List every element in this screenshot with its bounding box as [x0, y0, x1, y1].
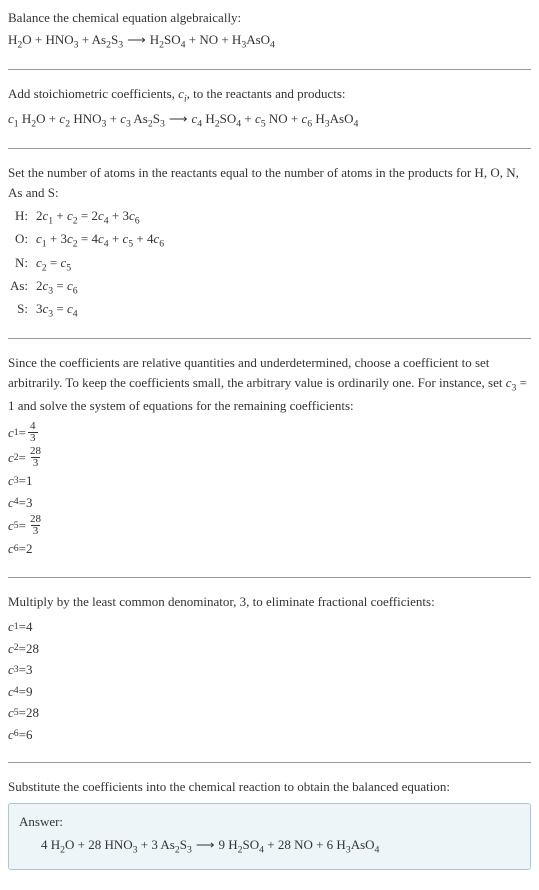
- atom-row-o: O: c1 + 3c2 = 4c4 + c5 + 4c6: [8, 229, 531, 252]
- integer-coefficients: c1 = 4 c2 = 28 c3 = 3 c4 = 9 c5 = 28 c6 …: [8, 617, 531, 744]
- atom-title: Set the number of atoms in the reactants…: [8, 163, 531, 202]
- answer-box: Answer: 4 H2O + 28 HNO3 + 3 As2S3 ⟶ 9 H2…: [8, 803, 531, 870]
- substitute-title: Substitute the coefficients into the che…: [8, 777, 531, 797]
- original-equation: H2O + HNO3 + As2S3⟶H2SO4 + NO + H3AsO4: [8, 30, 531, 53]
- section-add-coefficients: Add stoichiometric coefficients, ci, to …: [8, 84, 531, 149]
- coeff-row: c1 = 4: [8, 617, 531, 637]
- atom-row-as: As: 2c3 = c6: [8, 276, 531, 299]
- coeff-row: c4 = 3: [8, 493, 531, 513]
- coeff-row: c6 = 2: [8, 539, 531, 559]
- atom-row-n: N: c2 = c5: [8, 253, 531, 276]
- coeff-row: c4 = 9: [8, 682, 531, 702]
- multiply-title: Multiply by the least common denominator…: [8, 592, 531, 612]
- balanced-equation: 4 H2O + 28 HNO3 + 3 As2S3 ⟶ 9 H2SO4 + 28…: [19, 835, 520, 858]
- answer-label: Answer:: [19, 812, 520, 832]
- atom-row-h: H: 2c1 + c2 = 2c4 + 3c6: [8, 206, 531, 229]
- coefficient-equation: c1 H2O + c2 HNO3 + c3 As2S3 ⟶ c4 H2SO4 +…: [8, 109, 531, 132]
- coeff-row: c6 = 6: [8, 725, 531, 745]
- section-balance-intro: Balance the chemical equation algebraica…: [8, 8, 531, 70]
- atom-row-s: S: 3c3 = c4: [8, 299, 531, 322]
- coeff-row: c1 = 43: [8, 421, 531, 444]
- fractional-coefficients: c1 = 43 c2 = 283 c3 = 1 c4 = 3 c5 = 283 …: [8, 421, 531, 559]
- coeff-row: c3 = 3: [8, 660, 531, 680]
- solve-title: Since the coefficients are relative quan…: [8, 353, 531, 415]
- section-atom-equations: Set the number of atoms in the reactants…: [8, 163, 531, 339]
- coeff-row: c5 = 28: [8, 703, 531, 723]
- section-solve-fractional: Since the coefficients are relative quan…: [8, 353, 531, 578]
- add-coeff-title: Add stoichiometric coefficients, ci, to …: [8, 84, 531, 107]
- coeff-row: c3 = 1: [8, 471, 531, 491]
- section-multiply-lcd: Multiply by the least common denominator…: [8, 592, 531, 764]
- section-final-answer: Substitute the coefficients into the che…: [8, 777, 531, 869]
- intro-title: Balance the chemical equation algebraica…: [8, 8, 531, 28]
- coeff-row: c2 = 283: [8, 446, 531, 469]
- coeff-row: c2 = 28: [8, 639, 531, 659]
- atom-equation-table: H: 2c1 + c2 = 2c4 + 3c6 O: c1 + 3c2 = 4c…: [8, 206, 531, 322]
- coeff-row: c5 = 283: [8, 514, 531, 537]
